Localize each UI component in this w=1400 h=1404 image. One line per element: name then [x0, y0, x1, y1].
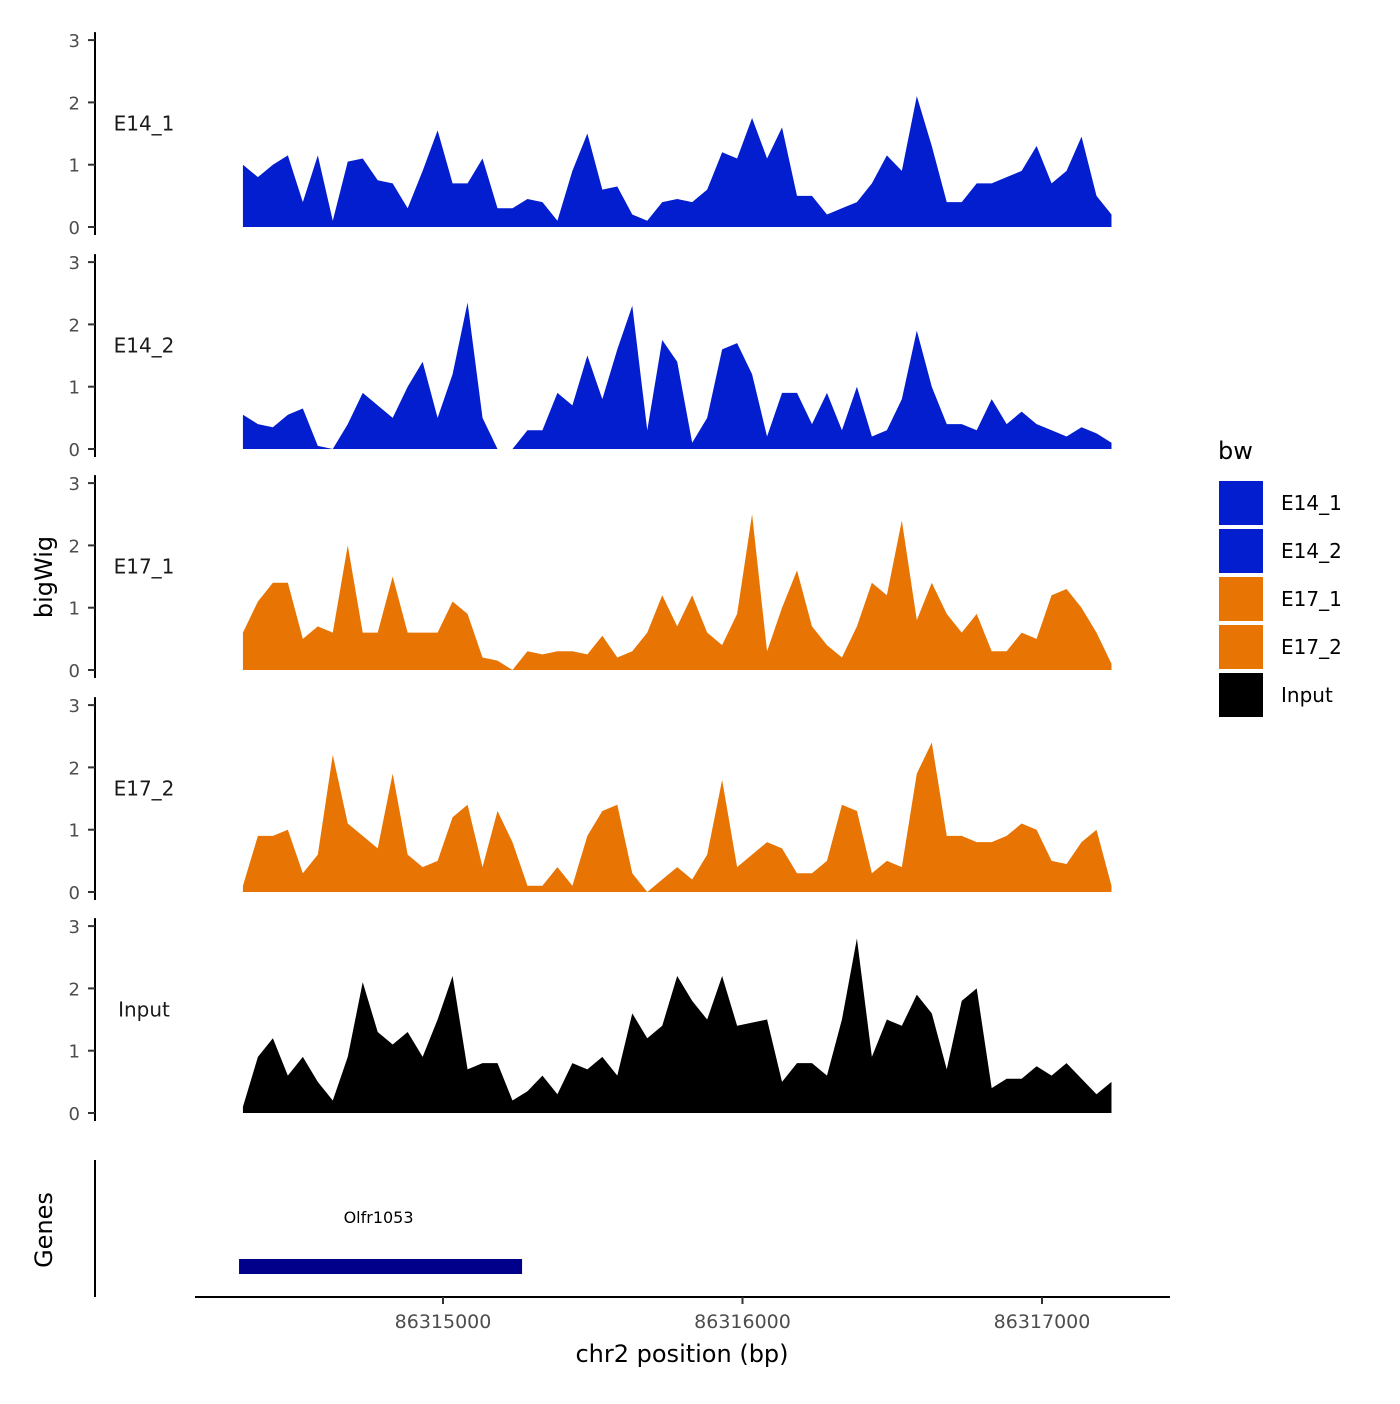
legend-label: Input — [1281, 683, 1333, 707]
y-tick-label: 0 — [69, 440, 80, 461]
y-axis-title: bigWig — [30, 536, 58, 618]
y-tick-label: 3 — [69, 253, 80, 274]
legend: bw E14_1 E14_2 E17_1 E17_2 Input — [1217, 437, 1342, 719]
legend-label: E17_1 — [1281, 587, 1342, 611]
y-tick-label: 2 — [69, 315, 80, 336]
track-panels: 0 1 2 3 E14_1 0 1 2 3 E14_2 0 1 2 3 E17_1 0 1 2 3 E17_2 0 1 2 3… — [69, 31, 1112, 1125]
y-tick-label: 3 — [69, 917, 80, 938]
signal-area-E14_2 — [242, 302, 1112, 449]
legend-label: E14_1 — [1281, 491, 1342, 515]
y-tick-label: 0 — [69, 218, 80, 239]
y-tick-label: 2 — [69, 93, 80, 114]
track-label: E17_2 — [114, 776, 175, 800]
legend-swatch — [1217, 671, 1265, 719]
x-tick-label: 86317000 — [994, 1311, 1091, 1333]
track-label: E14_1 — [114, 111, 175, 135]
gene-body — [239, 1259, 523, 1274]
y-tick-label: 0 — [69, 661, 80, 682]
y-tick-label: 0 — [69, 1104, 80, 1125]
y-tick-label: 0 — [69, 883, 80, 904]
track-E14_2: 0 1 2 3 E14_2 — [69, 253, 1112, 461]
track-E17_1: 0 1 2 3 E17_1 — [69, 474, 1112, 682]
y-tick-label: 3 — [69, 696, 80, 717]
y-tick-label: 1 — [69, 599, 80, 620]
legend-swatch — [1217, 623, 1265, 671]
x-axis-ticks: 86315000 86316000 86317000 — [395, 1297, 1091, 1333]
gene-track: Olfr1053 — [239, 1208, 523, 1274]
gene-track-title: Genes — [30, 1192, 58, 1268]
x-tick-label: 86315000 — [395, 1311, 492, 1333]
y-tick-label: 2 — [69, 758, 80, 779]
y-tick-label: 1 — [69, 821, 80, 842]
gene-label: Olfr1053 — [344, 1208, 414, 1227]
y-tick-label: 3 — [69, 474, 80, 495]
track-label: Input — [118, 997, 170, 1021]
signal-area-E17_1 — [242, 514, 1112, 670]
legend-swatch — [1217, 527, 1265, 575]
track-label: E14_2 — [114, 333, 175, 357]
y-tick-label: 2 — [69, 979, 80, 1000]
y-tick-label: 1 — [69, 378, 80, 399]
legend-swatch — [1217, 575, 1265, 623]
signal-area-E17_2 — [242, 742, 1112, 892]
legend-label: E14_2 — [1281, 539, 1342, 563]
track-E14_1: 0 1 2 3 E14_1 — [69, 31, 1112, 239]
signal-area-Input — [242, 938, 1112, 1113]
x-axis-title: chr2 position (bp) — [575, 1340, 788, 1368]
y-tick-label: 2 — [69, 536, 80, 557]
legend-title: bw — [1218, 437, 1253, 465]
legend-label: E17_2 — [1281, 635, 1342, 659]
y-tick-label: 1 — [69, 156, 80, 177]
legend-swatch — [1217, 479, 1265, 527]
track-Input: 0 1 2 3 Input — [69, 917, 1112, 1125]
track-E17_2: 0 1 2 3 E17_2 — [69, 696, 1112, 904]
y-tick-label: 1 — [69, 1042, 80, 1063]
signal-area-E14_1 — [242, 96, 1112, 227]
y-tick-label: 3 — [69, 31, 80, 52]
x-tick-label: 86316000 — [694, 1311, 791, 1333]
track-label: E17_1 — [114, 554, 175, 578]
